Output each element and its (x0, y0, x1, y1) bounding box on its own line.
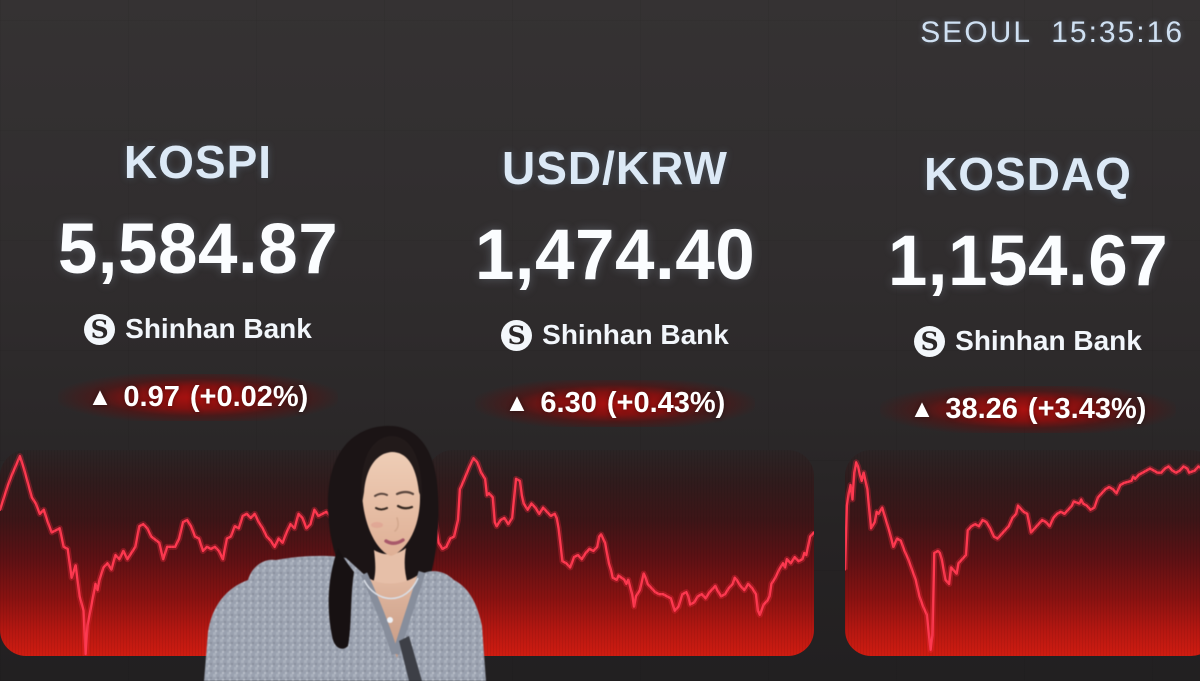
lapel-right (392, 570, 426, 655)
kosdaq-chart-panel (845, 450, 1200, 656)
provider-name: Shinhan Bank (955, 325, 1142, 357)
provider-name: Shinhan Bank (542, 319, 729, 351)
lanyard-strap (399, 636, 422, 681)
shinhan-bank-logo-icon: S (84, 313, 116, 345)
ticker-usdkrw: USD/KRW 1,474.40 S Shinhan Bank ▲ 6.30 (… (420, 142, 810, 428)
face (362, 442, 420, 556)
change-percent: (+3.43%) (1027, 393, 1147, 426)
ticker-name: KOSDAQ (924, 148, 1132, 200)
provider-row: S Shinhan Bank (3, 312, 393, 346)
neck (372, 548, 408, 594)
kosdaq-sparkline-chart (845, 450, 1200, 656)
ticker-value: 5,584.87 (57, 210, 339, 290)
ticker-value: 1,154.67 (887, 222, 1169, 302)
up-triangle-icon: ▲ (504, 389, 530, 418)
hair-ponytail (328, 548, 354, 649)
change-value: 0.97 (123, 381, 180, 414)
shinhan-bank-logo-icon: S (501, 319, 533, 351)
hair-front (361, 435, 423, 504)
ticker-name: USD/KRW (502, 142, 728, 194)
change-badge: ▲ 38.26 (+3.43%) (879, 386, 1177, 434)
ticker-value: 1,474.40 (474, 216, 756, 296)
lapel-left (360, 572, 399, 656)
change-badge: ▲ 0.97 (+0.02%) (57, 374, 339, 422)
face-features (371, 490, 415, 545)
change-percent: (+0.43%) (606, 387, 726, 420)
provider-row: S Shinhan Bank (838, 324, 1200, 358)
usdkrw-chart-panel (427, 450, 814, 656)
provider-name: Shinhan Bank (125, 313, 312, 345)
change-badge: ▲ 6.30 (+0.43%) (474, 380, 756, 428)
clock-display: SEOUL 15:35:16 (920, 16, 1184, 49)
up-triangle-icon: ▲ (909, 395, 935, 424)
change-percent: (+0.02%) (189, 381, 309, 414)
up-triangle-icon: ▲ (87, 383, 113, 412)
change-value: 6.30 (540, 387, 597, 420)
ticker-name: KOSPI (123, 136, 273, 188)
person-dealer (204, 425, 486, 681)
necklace (363, 577, 419, 623)
provider-row: S Shinhan Bank (420, 318, 810, 352)
shinhan-bank-logo-icon: S (914, 325, 946, 357)
ticker-kosdaq: KOSDAQ 1,154.67 S Shinhan Bank ▲ 38.26 (… (838, 148, 1200, 434)
ticker-kospi: KOSPI 5,584.87 S Shinhan Bank ▲ 0.97 (+0… (3, 136, 393, 422)
change-value: 38.26 (945, 393, 1018, 426)
